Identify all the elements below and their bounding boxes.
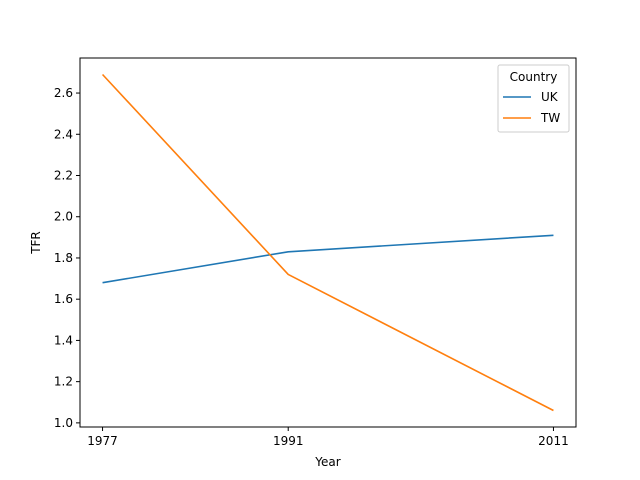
- legend-box: [497, 64, 570, 133]
- x-tick-label: 2011: [538, 434, 569, 448]
- series-line-uk: [102, 234, 554, 284]
- y-tick-label: 1.0: [54, 416, 73, 430]
- legend-label-tw: TW: [540, 111, 560, 125]
- y-axis: 1.0 1.2 1.4 1.6 1.8 2.0 2.2 2.4 2.6: [54, 86, 80, 430]
- x-tick-label: 1977: [87, 434, 118, 448]
- y-tick-label: 2.6: [54, 86, 73, 100]
- legend: Country UK TW: [497, 64, 570, 133]
- y-tick-label: 2.2: [54, 169, 73, 183]
- y-axis-title: TFR: [29, 231, 43, 255]
- legend-label-uk: UK: [541, 90, 559, 104]
- y-tick-label: 2.0: [54, 210, 73, 224]
- series-layer: [101, 73, 554, 412]
- x-tick-label: 1991: [273, 434, 304, 448]
- y-tick-label: 1.4: [54, 333, 73, 347]
- series-line-tw: [101, 73, 554, 412]
- y-tick-label: 1.2: [54, 375, 73, 389]
- y-tick-label: 2.4: [54, 127, 73, 141]
- y-tick-label: 1.8: [54, 251, 73, 265]
- x-axis: 1977 1991 2011: [87, 427, 569, 448]
- x-axis-title: Year: [314, 455, 340, 469]
- plot-frame: [79, 57, 577, 428]
- y-tick-label: 1.6: [54, 292, 73, 306]
- legend-items: UK TW: [503, 90, 560, 125]
- plot-area: [79, 57, 577, 428]
- legend-title: Country: [510, 70, 558, 84]
